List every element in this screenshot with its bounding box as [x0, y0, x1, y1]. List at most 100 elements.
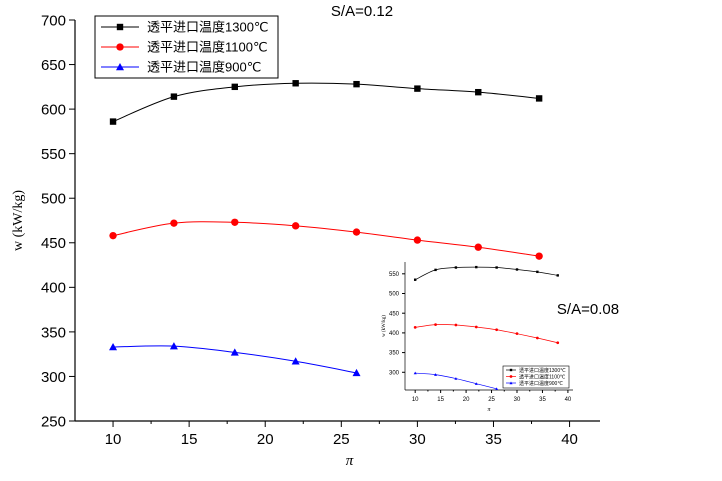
data-point: [353, 80, 360, 88]
inset-chart-title: S/A=0.08: [557, 301, 619, 318]
legend-label: 透平进口温度1100℃: [147, 40, 268, 55]
x-tick-label: 35: [539, 397, 546, 403]
data-point: [556, 274, 559, 277]
y-tick-label: 500: [389, 292, 400, 298]
data-point: [454, 323, 458, 327]
data-point: [109, 118, 117, 125]
x-tick-label: 10: [105, 431, 122, 448]
data-point: [475, 88, 482, 96]
data-point: [292, 80, 299, 87]
y-tick-label: 400: [41, 280, 66, 297]
data-point: [291, 222, 300, 230]
inset-x-axis-label: π: [487, 407, 491, 413]
series-line: [112, 82, 540, 123]
data-point: [352, 368, 361, 377]
data-point: [515, 268, 519, 271]
y-tick-label: 300: [389, 370, 400, 376]
data-point: [230, 348, 239, 356]
data-point: [515, 332, 519, 336]
data-point: [413, 325, 417, 329]
x-tick-label: 40: [565, 397, 572, 403]
data-point: [556, 341, 560, 345]
legend-marker: [116, 23, 124, 31]
data-point: [535, 336, 539, 340]
legend-marker: [509, 381, 513, 385]
legend-marker: [116, 63, 124, 71]
data-point: [454, 266, 458, 269]
series-line: [415, 324, 558, 344]
x-axis-label: π: [346, 453, 354, 469]
data-point: [495, 328, 499, 332]
x-tick-label: 25: [333, 431, 350, 448]
y-tick-label: 550: [389, 272, 400, 278]
data-point: [413, 278, 417, 281]
data-point: [109, 343, 118, 351]
data-point: [231, 83, 238, 91]
data-point: [169, 342, 178, 350]
data-point: [454, 377, 458, 380]
data-point: [414, 85, 421, 92]
legend-label: 透平进口温度1300℃: [147, 20, 269, 35]
data-point: [434, 323, 437, 327]
data-point: [352, 228, 361, 236]
y-tick-label: 650: [41, 57, 66, 74]
x-tick-label: 15: [181, 431, 198, 448]
data-point: [535, 252, 543, 260]
chart-title: S/A=0.12: [331, 3, 393, 20]
data-point: [434, 268, 437, 272]
data-point: [474, 325, 478, 329]
data-point: [535, 95, 543, 102]
series-line: [415, 372, 497, 390]
legend-label: 透平进口温度900℃: [519, 380, 563, 387]
inset-chart: 300 350 400 450 500 550 10 15 20 25 30 35 40 π w (kW/k…: [382, 262, 619, 413]
y-tick-label: 250: [41, 413, 66, 430]
legend-marker: [509, 368, 513, 372]
legend-label: 透平进口温度900℃: [147, 60, 261, 75]
series-line: [112, 221, 540, 257]
data-point: [495, 387, 499, 391]
data-point: [495, 266, 498, 269]
data-point: [291, 357, 300, 365]
x-tick-label: 15: [437, 397, 444, 403]
y-tick-label: 700: [41, 12, 66, 29]
data-point: [109, 231, 117, 240]
main-chart: 250 300 350 400 450 500 550 600 650 700 10 15 20 25 30…: [11, 3, 600, 469]
y-tick-label: 350: [41, 324, 66, 341]
legend-label: 透平进口温度1300℃: [519, 367, 566, 374]
inset-y-axis-label: w (kW/kg): [382, 315, 387, 337]
legend-box: [502, 365, 570, 389]
data-point: [170, 219, 178, 227]
y-tick-label: 350: [389, 351, 400, 357]
x-tick-label: 25: [488, 397, 495, 403]
data-point: [413, 371, 417, 375]
y-tick-label: 450: [389, 311, 400, 317]
legend-label: 透平进口温度1100℃: [519, 373, 566, 380]
series-line: [415, 266, 558, 281]
legend-marker: [116, 43, 124, 51]
x-tick-label: 30: [514, 397, 521, 403]
data-point: [413, 236, 422, 244]
data-point: [231, 218, 239, 226]
data-point: [536, 270, 539, 274]
x-tick-label: 35: [485, 431, 502, 448]
y-tick-label: 300: [41, 369, 66, 386]
y-tick-label: 550: [41, 146, 66, 163]
y-tick-label: 400: [389, 331, 400, 337]
x-tick-label: 10: [412, 397, 419, 403]
y-axis-label: w (kW/kg): [11, 190, 26, 251]
data-point: [170, 93, 178, 100]
data-point: [474, 382, 478, 385]
y-tick-label: 500: [41, 191, 66, 208]
y-tick-label: 450: [41, 235, 66, 252]
x-tick-label: 30: [409, 431, 426, 448]
data-point: [474, 243, 482, 251]
x-tick-label: 20: [463, 397, 470, 403]
data-point: [434, 373, 438, 376]
y-tick-label: 600: [41, 102, 66, 119]
legend-marker: [509, 375, 513, 378]
x-tick-label: 40: [561, 431, 578, 448]
x-tick-label: 20: [257, 431, 274, 448]
data-point: [475, 265, 478, 269]
